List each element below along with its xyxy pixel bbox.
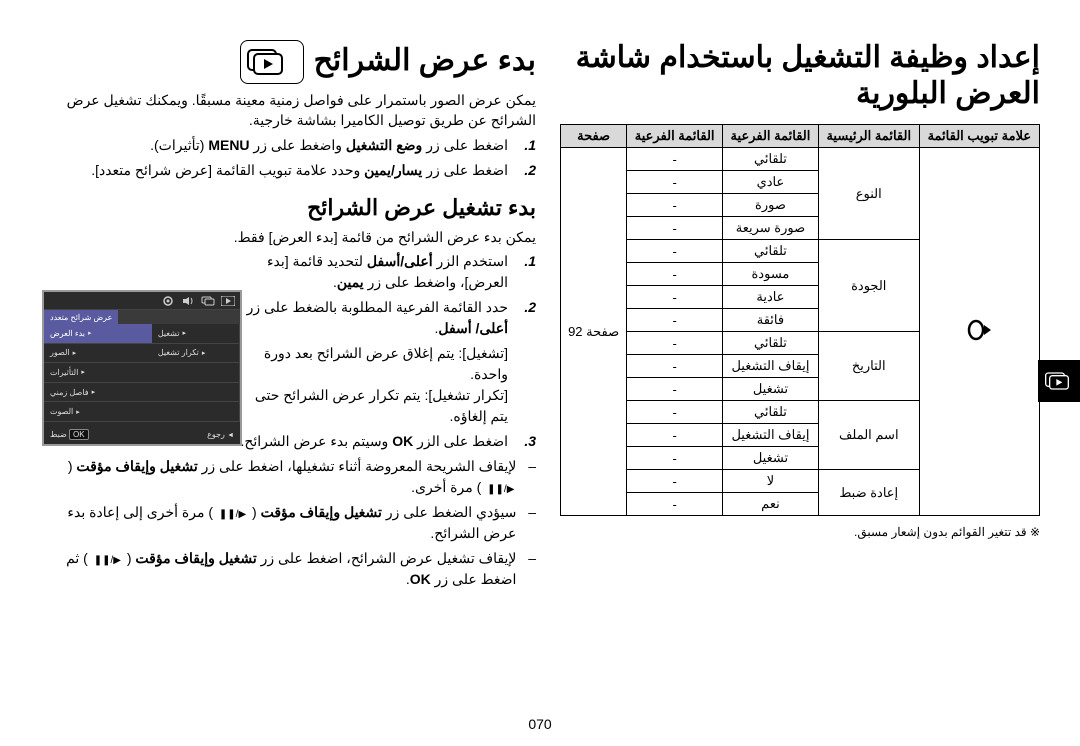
th-sub2: القائمة الفرعية [627,125,723,148]
step-item: حدد القائمة الفرعية المطلوبة بالضغط على … [236,297,536,339]
th-sub1: القائمة الفرعية [723,125,819,148]
submenu-cell: تلقائي [723,148,819,171]
submenu2-cell: - [627,148,723,171]
topbar-stack-icon [200,295,216,307]
page-number: 070 [528,716,551,732]
submenu-cell: تشغيل [723,378,819,401]
camera-ok: OK ضبط [50,429,89,440]
camera-lcd-mock: عرض شرائح متعدد ▸ تشغيل▸ بدء العرض▸ تكرا… [42,290,242,446]
camera-menu-label: ▸ الصوت [44,402,152,421]
left-title: بدء عرض الشرائح [314,43,536,78]
camera-menu-value [152,402,240,421]
submenu2-cell: - [627,447,723,470]
camera-menu-label: ▸ الصور [44,344,152,363]
topbar-play-icon [220,295,236,307]
submenu-cell: لا [723,470,819,493]
camera-topbar [44,292,240,310]
dash-item: سيؤدي الضغط على زر تشغيل وإيقاف مؤقت ( ▶… [36,502,536,544]
topbar-gear-icon [160,295,176,307]
submenu-cell: مسودة [723,263,819,286]
right-column: إعداد وظيفة التشغيل باستخدام شاشة العرض … [560,40,1040,726]
step-item: اضغط على زر وضع التشغيل واضغط على زر MEN… [36,135,536,156]
topbar-sound-icon [180,295,196,307]
camera-menu-row: ▸ فاصل زمني [44,383,240,403]
tab-icon-cell [919,148,1039,516]
submenu2-cell: - [627,470,723,493]
left-subheading: بدء تشغيل عرض الشرائح [36,195,536,221]
camera-menu-value [152,363,240,382]
table-row: النوعتلقائي-صفحة 92 [561,148,1040,171]
submenu-cell: تلقائي [723,332,819,355]
submenu2-cell: - [627,194,723,217]
steps-top: اضغط على زر وضع التشغيل واضغط على زر MEN… [36,135,536,181]
camera-menu-row: ▸ الصوت [44,402,240,422]
dash-notes: لإيقاف الشريحة المعروضة أثناء تشغيلها، ا… [36,456,536,590]
camera-menu-body: ▸ تشغيل▸ بدء العرض▸ تكرار تشغيل▸ الصور▸ … [44,324,240,422]
submenu2-cell: - [627,217,723,240]
steps-bottom-cont: اضغط على الزر OK وسيتم بدء عرض الشرائح. [236,431,536,452]
camera-menu-row: ▸ التأثيرات [44,363,240,383]
step-item: اضغط على الزر OK وسيتم بدء عرض الشرائح. [236,431,536,452]
submenu2-cell: - [627,286,723,309]
left-subtext: يمكن بدء عرض الشرائح من قائمة [بدء العرض… [36,227,536,247]
submenu2-cell: - [627,401,723,424]
step-item: اضغط على زر يسار/يمين وحدد علامة تبويب ا… [36,160,536,181]
submenu-cell: عادية [723,286,819,309]
dash-item: لإيقاف الشريحة المعروضة أثناء تشغيلها، ا… [36,456,536,498]
th-main: القائمة الرئيسية [818,125,919,148]
camera-menu-label: ▸ فاصل زمني [44,383,152,402]
submenu2-cell: - [627,240,723,263]
inline-note: [تشغيل]: يتم إغلاق عرض الشرائح بعد دورة … [236,343,536,385]
steps-bottom: استخدم الزر أعلى/أسفل لتحديد قائمة [بدء … [236,251,536,339]
side-tab-play-icon [1038,360,1080,402]
th-tab: علامة تبويب القائمة [919,125,1039,148]
main-menu-cell: الجودة [818,240,919,332]
camera-menu-label: ▸ التأثيرات [44,363,152,382]
submenu-cell: تلقائي [723,401,819,424]
camera-bottombar: ◄ رجوع OK ضبط [44,424,240,444]
submenu2-cell: - [627,263,723,286]
camera-active-tab: عرض شرائح متعدد [44,310,118,324]
dash-item: لإيقاف تشغيل عرض الشرائح، اضغط على زر تش… [36,548,536,590]
submenu2-cell: - [627,332,723,355]
main-menu-cell: إعادة ضبط [818,470,919,516]
play-stack-icon [240,40,304,84]
right-title: إعداد وظيفة التشغيل باستخدام شاشة العرض … [560,40,1040,112]
camera-menu-label: ▸ بدء العرض [44,324,152,343]
th-page: صفحة [561,125,627,148]
main-menu-cell: التاريخ [818,332,919,401]
camera-menu-value: ▸ تشغيل [152,324,240,343]
inline-note: [تكرار تشغيل]: يتم تكرار عرض الشرائح حتى… [236,385,536,427]
submenu-cell: إيقاف التشغيل [723,355,819,378]
camera-back: ◄ رجوع [207,430,234,439]
settings-table: علامة تبويب القائمة القائمة الرئيسية الق… [560,124,1040,516]
submenu2-cell: - [627,378,723,401]
camera-tab-row: عرض شرائح متعدد [44,310,240,324]
table-footnote: ※ قد تتغير القوائم بدون إشعار مسبق. [560,524,1040,541]
submenu-cell: تشغيل [723,447,819,470]
submenu-cell: عادي [723,171,819,194]
submenu2-cell: - [627,493,723,516]
camera-menu-value [152,383,240,402]
camera-menu-row: ▸ تشغيل▸ بدء العرض [44,324,240,344]
submenu2-cell: - [627,355,723,378]
submenu-cell: صورة [723,194,819,217]
submenu-cell: نعم [723,493,819,516]
left-intro: يمكن عرض الصور باستمرار على فواصل زمنية … [36,90,536,131]
submenu-cell: فائقة [723,309,819,332]
step-item: استخدم الزر أعلى/أسفل لتحديد قائمة [بدء … [236,251,536,293]
table-header-row: علامة تبويب القائمة القائمة الرئيسية الق… [561,125,1040,148]
submenu2-cell: - [627,309,723,332]
submenu-cell: إيقاف التشغيل [723,424,819,447]
submenu-cell: تلقائي [723,240,819,263]
camera-menu-value: ▸ تكرار تشغيل [152,344,240,363]
page-ref-cell: صفحة 92 [561,148,627,516]
camera-menu-row: ▸ تكرار تشغيل▸ الصور [44,344,240,364]
submenu2-cell: - [627,424,723,447]
submenu-cell: صورة سريعة [723,217,819,240]
main-menu-cell: النوع [818,148,919,240]
submenu2-cell: - [627,171,723,194]
main-menu-cell: اسم الملف [818,401,919,470]
